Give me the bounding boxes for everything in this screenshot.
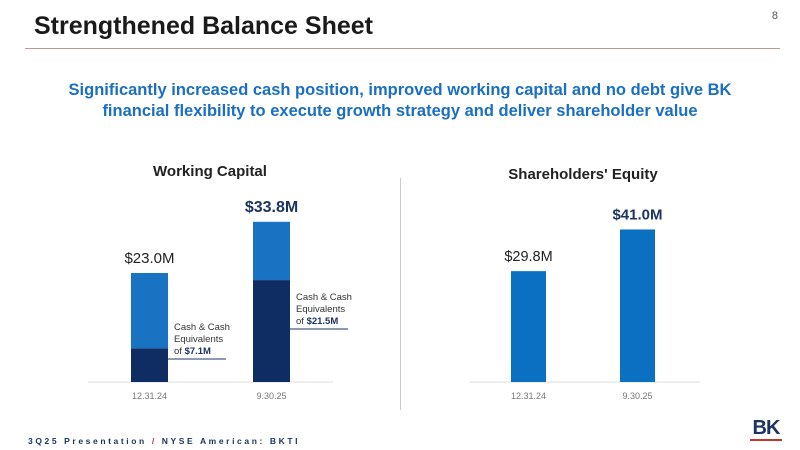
equity-value-label: $41.0M [612,206,662,223]
wc-bar-cash [131,348,168,382]
footer-text: 3Q25 Presentation / NYSE American: BKTI [28,436,300,446]
subtitle-line-2: financial flexibility to execute growth … [102,102,698,120]
working-capital-title: Working Capital [153,163,267,180]
equity-title: Shareholders' Equity [508,166,658,183]
wc-annotation-line2: Equivalents [174,334,223,345]
equity-x-tick: 9.30.25 [622,391,652,401]
page-number: 8 [771,10,778,22]
wc-total-label: $23.0M [124,250,174,267]
equity-x-tick: 12.31.24 [511,391,546,401]
equity-bar [511,271,546,382]
wc-x-tick: 9.30.25 [256,391,286,401]
title-rule [25,48,780,49]
wc-x-tick: 12.31.24 [132,391,167,401]
subtitle: Significantly increased cash position, i… [40,80,760,122]
wc-annotation-line1: Cash & Cash [296,292,352,303]
subtitle-line-1: Significantly increased cash position, i… [68,81,732,99]
wc-bar-other [253,221,290,281]
wc-annotation-line3: of $7.1M [174,346,211,357]
wc-bar-other [131,272,168,349]
footer-left: 3Q25 Presentation [28,436,147,446]
equity-bar [620,229,655,382]
wc-total-label: $33.8M [245,199,298,216]
page-title: Strengthened Balance Sheet [34,12,373,40]
wc-bar-cash [253,280,290,382]
equity-value-label: $29.8M [504,249,552,265]
wc-annotation-line3: of $21.5M [296,316,338,327]
footer-right: NYSE American: BKTI [161,436,301,446]
wc-annotation-line1: Cash & Cash [174,322,230,333]
bk-logo: BK [750,418,782,441]
footer-slash: / [151,436,157,446]
chart-divider [400,178,401,410]
wc-annotation-value: $21.5M [307,316,339,327]
wc-annotation-value: $7.1M [185,346,211,357]
wc-annotation-line2: Equivalents [296,304,345,315]
